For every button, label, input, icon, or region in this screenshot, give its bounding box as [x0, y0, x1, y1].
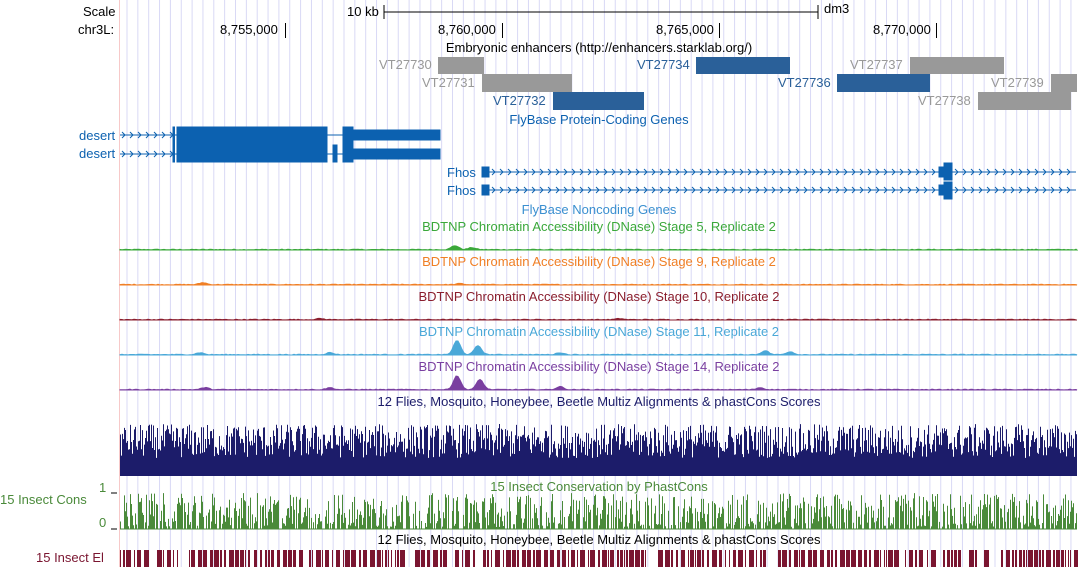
- gene-desert-1[interactable]: [120, 126, 441, 145]
- elements-left-label[interactable]: 15 Insect El: [36, 550, 104, 565]
- dnase-stage9-signal[interactable]: [119, 282, 1078, 286]
- gene-desert-1-arrows: [121, 131, 174, 139]
- assembly-label: dm3: [824, 1, 850, 16]
- enhancer-vt27730[interactable]: [438, 57, 484, 74]
- cons-left-label[interactable]: 15 Insect Cons: [0, 492, 87, 507]
- ruler-position-1: 8,755,000: [220, 22, 278, 37]
- scale-bar-label: 10 kb: [347, 4, 379, 19]
- gene-fhos-1[interactable]: [481, 162, 1076, 181]
- enhancer-label-vt27734[interactable]: VT27734: [637, 57, 690, 72]
- enhancer-label-vt27736[interactable]: VT27736: [778, 75, 831, 90]
- multiz-conservation-wiggle[interactable]: [120, 424, 1077, 476]
- gene-fhos-2[interactable]: [481, 181, 1076, 200]
- dnase-stage11-title[interactable]: BDTNP Chromatin Accessibility (DNase) St…: [418, 324, 780, 339]
- gene-fhos-1-arrows: [491, 168, 1071, 176]
- enhancer-label-vt27732[interactable]: VT27732: [493, 93, 546, 108]
- dnase-stage9-title[interactable]: BDTNP Chromatin Accessibility (DNase) St…: [422, 254, 776, 269]
- elements-track-title[interactable]: 12 Flies, Mosquito, Honeybee, Beetle Mul…: [377, 532, 821, 547]
- dnase-stage14-signal[interactable]: [119, 375, 1078, 391]
- protein-genes-track-title[interactable]: FlyBase Protein-Coding Genes: [509, 112, 689, 127]
- cons-axis-min: 0: [99, 515, 107, 530]
- enhancer-features[interactable]: [438, 57, 1077, 110]
- enhancer-label-vt27730[interactable]: VT27730: [379, 57, 432, 72]
- ruler-position-4: 8,770,000: [873, 22, 931, 37]
- enhancer-vt27736[interactable]: [837, 74, 930, 92]
- enhancer-label-vt27739[interactable]: VT27739: [991, 75, 1044, 90]
- gene-label-desert-2[interactable]: desert: [79, 146, 116, 161]
- dnase-stage14-title[interactable]: BDTNP Chromatin Accessibility (DNase) St…: [418, 359, 780, 374]
- scale-label: Scale: [83, 4, 116, 19]
- dnase-stage10-signal[interactable]: [119, 317, 1078, 321]
- enhancer-vt27737[interactable]: [910, 57, 1004, 74]
- cons-track-title[interactable]: 15 Insect Conservation by PhastCons: [490, 479, 708, 494]
- gene-fhos-2-arrows: [491, 186, 1071, 194]
- gene-label-desert-1[interactable]: desert: [79, 128, 116, 143]
- enhancer-label-vt27731[interactable]: VT27731: [422, 75, 475, 90]
- enhancer-label-vt27737[interactable]: VT27737: [850, 57, 903, 72]
- ruler-position-3: 8,765,000: [656, 22, 714, 37]
- dnase-stage5-title[interactable]: BDTNP Chromatin Accessibility (DNase) St…: [422, 219, 776, 234]
- ruler-position-2: 8,760,000: [438, 22, 496, 37]
- scale-bar: [383, 5, 819, 19]
- gene-desert-2-arrows: [121, 150, 174, 158]
- conserved-elements[interactable]: [120, 550, 1078, 567]
- dnase-stage10-title[interactable]: BDTNP Chromatin Accessibility (DNase) St…: [418, 289, 780, 304]
- margin-divider: [119, 0, 120, 567]
- enhancer-vt27734[interactable]: [696, 57, 790, 74]
- enhancer-track-title[interactable]: Embryonic enhancers (http://enhancers.st…: [445, 40, 753, 55]
- gene-label-fhos-2[interactable]: Fhos: [447, 183, 476, 198]
- dnase-stage11-signal[interactable]: [119, 340, 1078, 356]
- cons-axis-max: 1: [99, 480, 107, 495]
- enhancer-vt27738[interactable]: [978, 92, 1071, 110]
- ruler-ticks: [285, 23, 937, 38]
- enhancer-label-vt27738[interactable]: VT27738: [918, 93, 971, 108]
- enhancer-vt27739[interactable]: [1051, 74, 1077, 92]
- cons-axis-ticks: [111, 492, 117, 530]
- enhancer-vt27731[interactable]: [482, 74, 572, 92]
- dnase-stage5-signal[interactable]: [119, 245, 1078, 251]
- gene-label-fhos-1[interactable]: Fhos: [447, 165, 476, 180]
- gene-desert-2[interactable]: [120, 144, 441, 163]
- phastcons-wiggle[interactable]: [120, 493, 1077, 530]
- enhancer-vt27732[interactable]: [553, 92, 644, 110]
- noncoding-track-title[interactable]: FlyBase Noncoding Genes: [521, 202, 677, 217]
- chrom-label: chr3L:: [78, 22, 115, 37]
- multiz-track-title[interactable]: 12 Flies, Mosquito, Honeybee, Beetle Mul…: [377, 394, 821, 409]
